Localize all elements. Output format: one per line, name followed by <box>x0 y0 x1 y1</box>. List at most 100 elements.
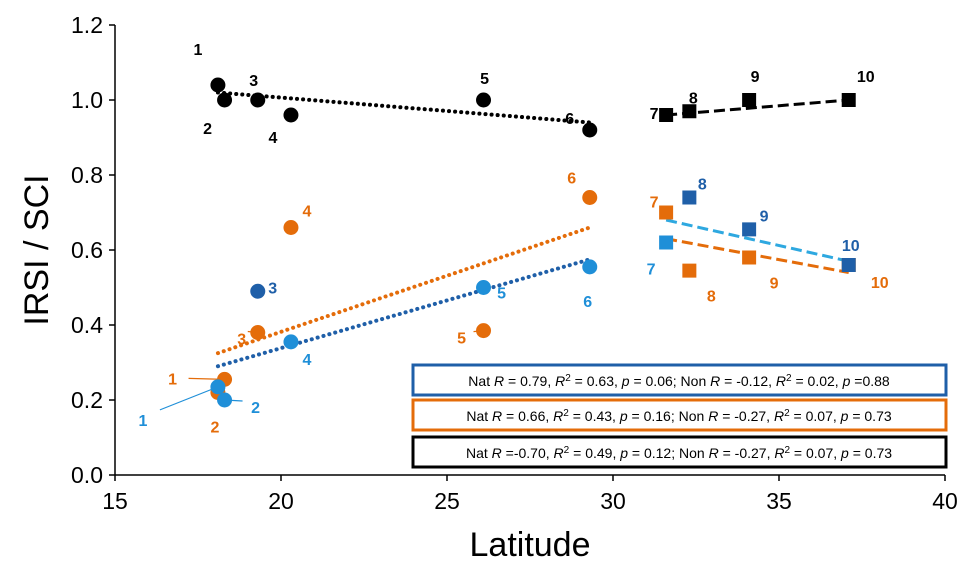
point-label: 9 <box>751 69 760 86</box>
stats-text-segment: = 0.02, <box>792 373 843 389</box>
data-point <box>210 379 226 395</box>
point-label: 7 <box>650 195 659 212</box>
stats-box: Nat R = 0.66, R2 = 0.43, p = 0.16; Non R… <box>411 398 948 432</box>
stats-text-segment: p <box>842 373 851 389</box>
stats-text-segment: R <box>708 408 718 424</box>
point-label: 10 <box>842 238 860 255</box>
trend-line-non <box>665 218 850 263</box>
y-tick-label: 1.0 <box>71 87 103 113</box>
stats-box-text: Nat R =-0.70, R2 = 0.49, p = 0.12; Non R… <box>466 445 892 462</box>
x-tick-label: 25 <box>434 488 460 514</box>
stats-text-segment: R <box>774 445 784 461</box>
y-tick-label: 0.0 <box>71 462 103 488</box>
y-tick-label: 0.2 <box>71 387 103 413</box>
data-point <box>659 235 674 250</box>
x-tick-label: 35 <box>766 488 792 514</box>
data-point <box>742 93 757 107</box>
point-label: 3 <box>268 280 277 297</box>
data-point <box>210 77 226 93</box>
data-point <box>283 334 299 350</box>
point-label: 9 <box>760 208 769 225</box>
trend-line-non <box>665 98 849 117</box>
stats-text-segment: R <box>554 445 564 461</box>
point-label: 4 <box>303 204 312 221</box>
stats-text-segment: R <box>492 445 502 461</box>
stats-text-segment: = 0.66, <box>502 408 553 424</box>
x-tick-label: 30 <box>600 488 626 514</box>
stats-text-segment: = 0.06; Non <box>630 373 711 389</box>
x-tick-label: 15 <box>102 488 128 514</box>
stats-text-segment: = 0.49, <box>569 445 620 461</box>
stats-text-segment: R <box>555 373 565 389</box>
stats-text-segment: =0.88 <box>850 373 890 389</box>
point-label: 3 <box>249 73 258 90</box>
data-point <box>659 205 674 220</box>
stats-text-segment: 2 <box>784 445 790 456</box>
stats-text-segment: p <box>840 408 849 424</box>
y-tick-label: 1.2 <box>71 12 103 38</box>
point-label: 9 <box>770 276 779 293</box>
stats-text-segment: 2 <box>784 408 790 419</box>
data-point <box>582 259 598 275</box>
stats-text-segment: = 0.07, <box>790 408 841 424</box>
stats-text-segment: p <box>840 445 849 461</box>
stats-box: Nat R =-0.70, R2 = 0.49, p = 0.12; Non R… <box>411 435 948 469</box>
point-label: 5 <box>480 71 489 88</box>
stats-box: Nat R = 0.79, R2 = 0.63, p = 0.06; Non R… <box>411 363 948 397</box>
stats-text-segment: p <box>619 408 628 424</box>
point-label: 5 <box>497 286 506 303</box>
data-point <box>659 108 674 122</box>
trend-line-non <box>665 237 849 274</box>
data-point <box>841 93 856 107</box>
data-point <box>283 220 299 235</box>
stats-text-segment: = -0.27, <box>718 408 774 424</box>
trend-line-nat <box>215 257 592 369</box>
point-label: 2 <box>203 121 212 138</box>
y-tick-label: 0.8 <box>71 162 103 188</box>
stats-text-segment: = 0.43, <box>569 408 620 424</box>
data-point <box>582 190 598 205</box>
stats-text-segment: =-0.70, <box>502 445 554 461</box>
point-label: 10 <box>857 69 875 86</box>
stats-text-segment: = 0.63, <box>571 373 622 389</box>
point-label: 1 <box>168 371 177 388</box>
point-label: 10 <box>871 275 889 292</box>
stats-box-text: Nat R = 0.66, R2 = 0.43, p = 0.16; Non R… <box>466 408 891 425</box>
stats-box-frame <box>411 363 948 397</box>
data-point <box>476 92 492 108</box>
stats-text-segment: R <box>494 373 504 389</box>
y-tick-label: 0.4 <box>71 312 103 338</box>
stats-text-segment: = 0.73 <box>849 445 892 461</box>
point-label: 6 <box>583 294 592 311</box>
data-point <box>742 250 757 265</box>
stats-text-segment: 2 <box>786 373 792 384</box>
stats-boxes: Nat R = 0.79, R2 = 0.63, p = 0.06; Non R… <box>411 363 948 469</box>
stats-text-segment: R <box>709 445 719 461</box>
data-point <box>742 222 757 237</box>
stats-text-segment: = 0.12; Non <box>628 445 709 461</box>
stats-text-segment: = 0.07, <box>790 445 841 461</box>
point-label: 7 <box>647 262 656 279</box>
data-point <box>250 283 266 299</box>
stats-text-segment: 2 <box>564 445 570 456</box>
y-axis-title: IRSI / SCI <box>18 174 56 325</box>
data-point <box>476 323 492 339</box>
stats-text-segment: = 0.79, <box>504 373 555 389</box>
data-point <box>682 104 697 119</box>
axes: 15 20 25 30 35 400.00.20.40.60.81.01.2 <box>71 12 958 514</box>
point-label: 6 <box>565 111 574 128</box>
trend-lines <box>215 90 850 369</box>
point-label: 1 <box>138 413 147 430</box>
stats-box-frame <box>411 435 948 469</box>
data-point <box>682 190 697 205</box>
point-label: 8 <box>698 177 707 194</box>
data-point <box>217 92 233 108</box>
trend-line-nat <box>215 90 592 125</box>
point-label: 2 <box>251 400 260 417</box>
stats-text-segment: R <box>710 373 720 389</box>
stats-text-segment: 2 <box>565 373 571 384</box>
x-tick-label: 20 <box>268 488 294 514</box>
x-tick-label: 40 <box>932 488 958 514</box>
